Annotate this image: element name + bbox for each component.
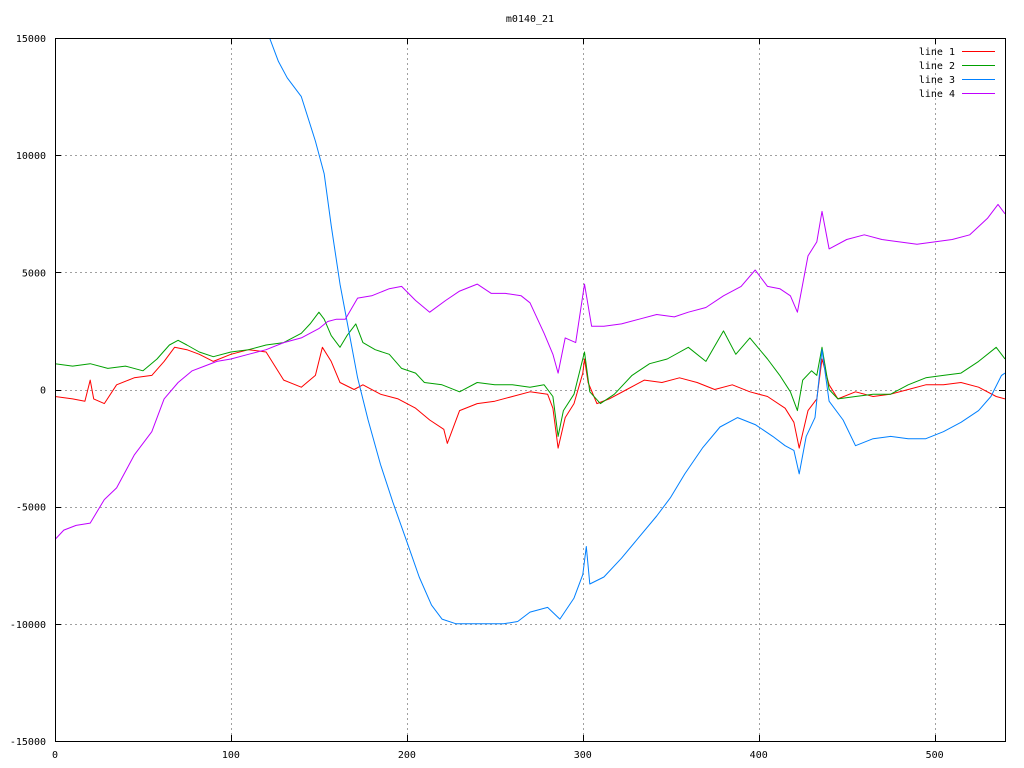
series-1-line [55,346,1005,449]
y-tick-label: 10000 [16,151,46,162]
y-tick-label: -10000 [10,620,46,631]
x-tick-label: 400 [750,750,768,761]
x-tick-label: 200 [398,750,416,761]
legend-label: line 1 [919,47,955,58]
x-tick-label: 500 [926,750,944,761]
plot-frame [55,38,1006,742]
legend-label: line 2 [919,61,955,72]
series-2-line [55,311,1005,437]
x-tick-label: 100 [222,750,240,761]
y-tick-label: -5000 [16,503,46,514]
series-group [55,38,1005,625]
chart-title: m0140_21 [506,14,554,25]
y-tick-label: 5000 [22,268,46,279]
legend-label: line 4 [919,89,955,100]
series-4-line [55,203,1005,540]
series-3-line [269,38,1005,625]
y-tick-label: -15000 [10,737,46,748]
x-tick-label: 0 [52,750,58,761]
legend: line 1 line 2 line 3 line 4 [919,47,995,100]
x-tick-label: 300 [574,750,592,761]
y-tick-label: 0 [40,386,46,397]
grid [55,38,1005,741]
y-tick-label: 15000 [16,34,46,45]
legend-label: line 3 [919,75,955,86]
